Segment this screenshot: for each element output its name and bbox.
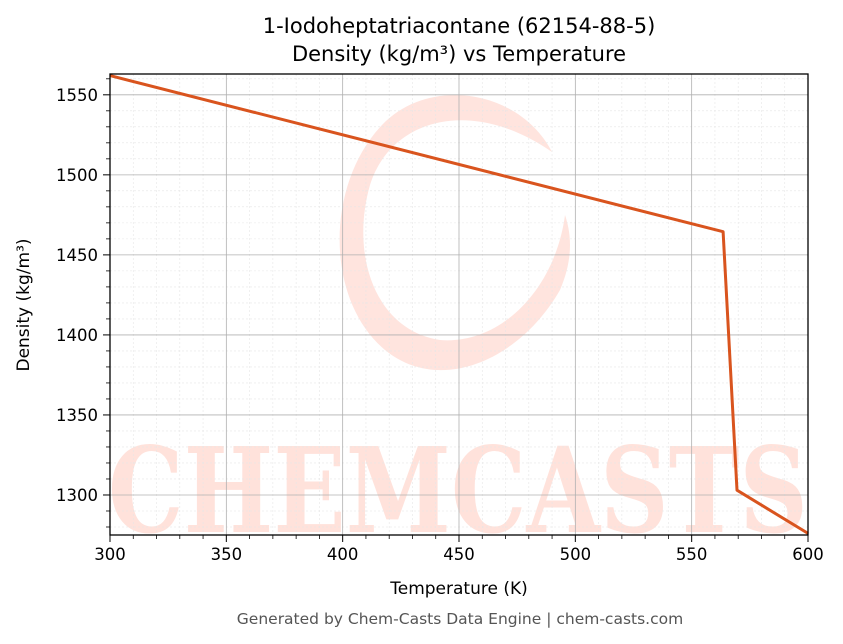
density-series [109,74,809,535]
density-line [109,74,809,535]
chart-title: 1-Iodoheptatriacontane (62154-88-5) [263,14,656,38]
x-tick-label: 400 [327,545,359,564]
footer-credit: Generated by Chem-Casts Data Engine | ch… [237,610,683,628]
y-tick-label: 1500 [56,166,98,185]
y-tick-label: 1300 [56,486,98,505]
y-axis: 1300 1350 1400 1450 1500 1550 [56,78,110,528]
x-tick-label: 550 [676,545,708,564]
x-tick-label: 600 [792,545,824,564]
x-tick-label: 300 [94,545,126,564]
x-axis-label: Temperature (K) [389,579,528,599]
major-grid [109,74,809,535]
y-axis-label: Density (kg/m³) [14,238,34,371]
watermark-text: CHEMCASTS [108,421,808,560]
x-axis: 300 350 400 450 500 550 600 [94,535,824,564]
y-tick-label: 1450 [56,246,98,265]
chart-subtitle: Density (kg/m³) vs Temperature [292,42,626,66]
y-tick-label: 1350 [56,406,98,425]
x-tick-label: 500 [560,545,592,564]
x-tick-label: 450 [443,545,475,564]
y-tick-label: 1550 [56,86,98,105]
x-tick-label: 350 [211,545,243,564]
y-tick-label: 1400 [56,326,98,345]
watermark-swoosh [339,95,570,371]
